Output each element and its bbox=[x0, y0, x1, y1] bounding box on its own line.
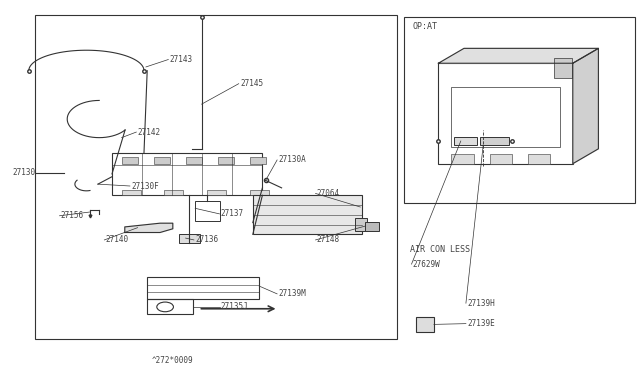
Bar bbox=[250, 157, 266, 164]
Text: 27130: 27130 bbox=[12, 169, 35, 177]
Bar bbox=[218, 157, 234, 164]
Text: 27629W: 27629W bbox=[413, 260, 440, 269]
Text: 27064: 27064 bbox=[317, 189, 340, 198]
Text: ^272*0009: ^272*0009 bbox=[152, 356, 194, 365]
Text: 27130F: 27130F bbox=[131, 182, 159, 190]
Text: 27148: 27148 bbox=[317, 235, 340, 244]
Bar bbox=[122, 157, 138, 164]
Text: 27140: 27140 bbox=[106, 235, 129, 244]
Bar bbox=[147, 277, 259, 299]
Bar bbox=[207, 190, 226, 195]
Text: 27139M: 27139M bbox=[278, 289, 306, 298]
Polygon shape bbox=[573, 48, 598, 164]
Bar bbox=[480, 137, 509, 145]
Bar bbox=[154, 157, 170, 164]
Bar bbox=[112, 153, 262, 195]
Bar bbox=[490, 154, 512, 164]
Bar bbox=[355, 218, 367, 231]
Bar bbox=[404, 17, 635, 203]
Bar bbox=[528, 154, 550, 164]
Bar bbox=[365, 222, 379, 231]
Text: 27142: 27142 bbox=[138, 128, 161, 137]
Bar bbox=[451, 154, 474, 164]
Text: 27145: 27145 bbox=[240, 79, 263, 88]
Bar bbox=[147, 299, 193, 314]
Text: 27137: 27137 bbox=[221, 209, 244, 218]
Bar bbox=[122, 190, 141, 195]
Text: 27139E: 27139E bbox=[467, 319, 495, 328]
Text: 27156: 27156 bbox=[61, 211, 84, 220]
Text: 27139H: 27139H bbox=[467, 299, 495, 308]
Bar bbox=[416, 317, 434, 332]
Text: 27136: 27136 bbox=[195, 235, 218, 244]
Bar bbox=[186, 157, 202, 164]
Bar bbox=[451, 87, 560, 147]
Bar bbox=[253, 195, 362, 234]
Text: OP:AT: OP:AT bbox=[412, 22, 437, 31]
Text: AIR CON LESS: AIR CON LESS bbox=[410, 245, 470, 254]
Text: 27130A: 27130A bbox=[278, 155, 306, 164]
Bar bbox=[35, 15, 397, 339]
Bar bbox=[164, 190, 184, 195]
Polygon shape bbox=[438, 48, 598, 63]
Bar bbox=[454, 137, 477, 145]
Bar bbox=[195, 201, 220, 221]
Polygon shape bbox=[125, 223, 173, 232]
Bar bbox=[179, 234, 200, 243]
Bar bbox=[250, 190, 269, 195]
Text: 27135J: 27135J bbox=[221, 302, 248, 311]
Bar bbox=[554, 58, 572, 78]
Bar bbox=[438, 63, 573, 164]
Text: 27143: 27143 bbox=[170, 55, 193, 64]
